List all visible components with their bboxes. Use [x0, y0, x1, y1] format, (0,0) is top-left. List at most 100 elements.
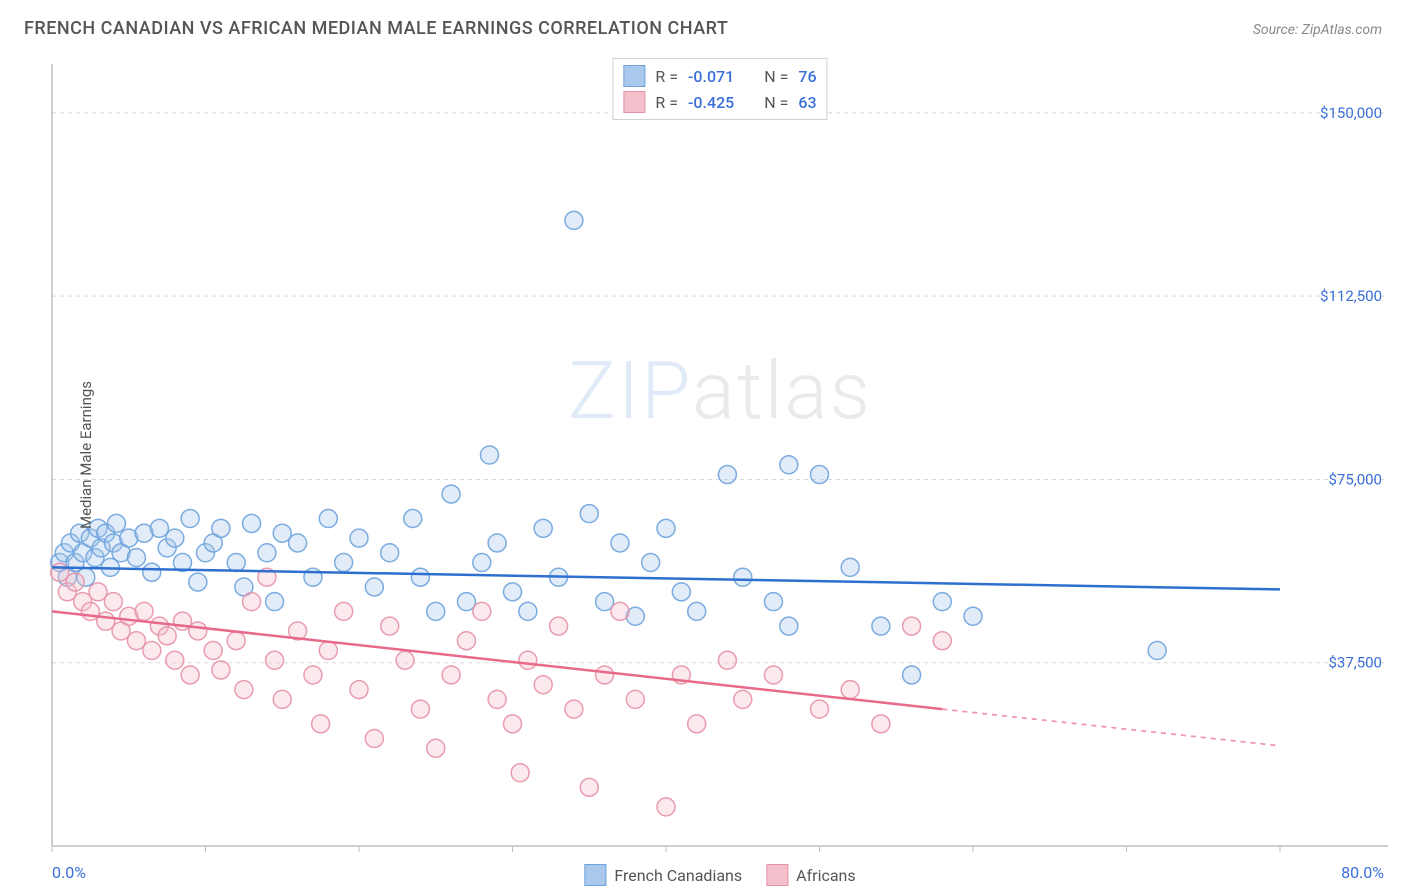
data-point — [480, 446, 498, 464]
data-point — [365, 578, 383, 596]
legend-row-africans: R = -0.425 N = 63 — [623, 89, 816, 115]
data-point — [442, 666, 460, 684]
series-legend-item-africans: Africans — [766, 864, 855, 886]
y-tick-label: $75,000 — [1328, 470, 1382, 488]
series-legend: French Canadians Africans — [584, 864, 855, 886]
series-french_canadians — [51, 211, 1167, 684]
data-point — [204, 642, 222, 660]
trendline-extrapolated-africans — [942, 709, 1280, 746]
data-point — [158, 627, 176, 645]
data-point — [181, 666, 199, 684]
data-point — [550, 617, 568, 635]
data-point — [404, 510, 422, 528]
r-value: -0.425 — [688, 93, 734, 112]
scatter-plot: $37,500 $75,000 $112,500 $150,000 — [50, 58, 1390, 852]
r-label: R = — [655, 93, 678, 112]
r-label: R = — [655, 67, 678, 86]
data-point — [688, 715, 706, 733]
data-point — [107, 514, 125, 532]
data-point — [718, 466, 736, 484]
data-point — [734, 690, 752, 708]
data-point — [1148, 642, 1166, 660]
y-tick-label: $150,000 — [1320, 104, 1382, 122]
data-point — [166, 529, 184, 547]
x-axis-max-label: 80.0% — [1341, 863, 1384, 882]
data-point — [488, 534, 506, 552]
data-point — [143, 642, 161, 660]
data-point — [473, 602, 491, 620]
data-point — [457, 632, 475, 650]
data-point — [273, 690, 291, 708]
data-point — [964, 607, 982, 625]
data-point — [181, 510, 199, 528]
n-value: 63 — [798, 93, 816, 112]
data-point — [657, 798, 675, 816]
data-point — [411, 568, 429, 586]
data-point — [811, 466, 829, 484]
data-point — [227, 554, 245, 572]
data-point — [764, 666, 782, 684]
data-point — [365, 729, 383, 747]
data-point — [657, 519, 675, 537]
y-tick-label: $112,500 — [1320, 287, 1382, 305]
data-point — [534, 519, 552, 537]
data-point — [212, 661, 230, 679]
data-point — [243, 514, 261, 532]
data-point — [872, 715, 890, 733]
data-point — [135, 602, 153, 620]
data-point — [381, 617, 399, 635]
r-value: -0.071 — [688, 67, 734, 86]
data-point — [933, 593, 951, 611]
data-point — [565, 700, 583, 718]
n-label: N = — [764, 93, 788, 112]
data-point — [350, 529, 368, 547]
data-point — [511, 764, 529, 782]
data-point — [903, 666, 921, 684]
source-attribution: Source: ZipAtlas.com — [1253, 19, 1382, 38]
data-point — [235, 681, 253, 699]
data-point — [473, 554, 491, 572]
data-point — [764, 593, 782, 611]
data-point — [266, 651, 284, 669]
data-point — [596, 666, 614, 684]
data-point — [381, 544, 399, 562]
legend-swatch — [766, 864, 788, 886]
page-title: FRENCH CANADIAN VS AFRICAN MEDIAN MALE E… — [24, 18, 728, 39]
data-point — [289, 534, 307, 552]
data-point — [312, 715, 330, 733]
data-point — [127, 549, 145, 567]
data-point — [350, 681, 368, 699]
data-point — [427, 739, 445, 757]
data-point — [335, 554, 353, 572]
y-axis-label: Median Male Earnings — [77, 381, 95, 529]
data-point — [488, 690, 506, 708]
data-point — [811, 700, 829, 718]
data-point — [504, 583, 522, 601]
data-point — [734, 568, 752, 586]
data-point — [841, 681, 859, 699]
data-point — [642, 554, 660, 572]
source-prefix: Source: — [1253, 22, 1302, 38]
legend-swatch — [623, 91, 645, 113]
data-point — [580, 778, 598, 796]
data-point — [319, 642, 337, 660]
data-point — [319, 510, 337, 528]
data-point — [66, 573, 84, 591]
data-point — [626, 690, 644, 708]
data-point — [143, 563, 161, 581]
legend-swatch — [623, 65, 645, 87]
data-point — [611, 534, 629, 552]
data-point — [227, 632, 245, 650]
data-point — [872, 617, 890, 635]
series-label: French Canadians — [614, 866, 742, 885]
data-point — [104, 593, 122, 611]
correlation-legend: R =-0.071N =76R =-0.425N =63 — [612, 58, 827, 120]
data-point — [166, 651, 184, 669]
data-point — [427, 602, 445, 620]
x-axis-min-label: 0.0% — [52, 863, 86, 882]
data-point — [504, 715, 522, 733]
y-tick-label: $37,500 — [1328, 654, 1382, 672]
series-label: Africans — [796, 866, 855, 885]
series-africans — [51, 563, 952, 816]
data-point — [266, 593, 284, 611]
